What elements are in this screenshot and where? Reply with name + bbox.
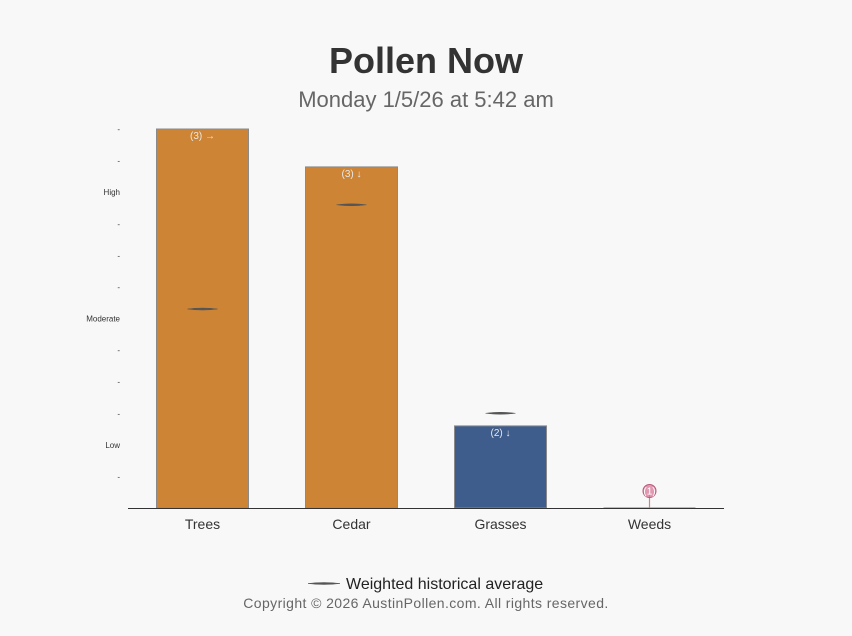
y-tick-label-7: -	[117, 251, 120, 260]
x-label-trees: Trees	[185, 516, 220, 532]
avg-marker-grasses	[485, 412, 516, 415]
copyright-text: Copyright © 2026 AustinPollen.com. All r…	[243, 595, 609, 611]
x-label-weeds: Weeds	[628, 516, 671, 532]
bar-cedar	[305, 166, 398, 509]
y-tick-label-2: -	[117, 409, 120, 418]
legend: Weighted historical average	[307, 576, 543, 593]
chart-subtitle: Monday 1/5/26 at 5:42 am	[298, 87, 554, 112]
y-tick-label-10: -	[117, 157, 120, 166]
historical-average-markers	[187, 203, 516, 415]
avg-marker-trees	[187, 307, 218, 311]
y-tick-label-3: -	[117, 378, 120, 387]
bar-label-cedar: (3) ↓	[342, 169, 362, 180]
chart-title: Pollen Now	[328, 40, 523, 81]
y-tick-label-11: -	[117, 125, 120, 134]
bar-trees	[156, 128, 249, 509]
y-tick-label-6: -	[117, 283, 120, 292]
bar-label-weeds: (1)	[643, 487, 655, 498]
bar-pin-weeds	[642, 484, 657, 498]
avg-marker-cedar	[336, 203, 367, 207]
legend-avg-swatch	[307, 582, 341, 585]
y-tick-label-4: -	[117, 346, 120, 355]
bar-labels-group: (3) → (3) ↓ (2) ↓ (1)	[190, 131, 656, 498]
bars-group	[156, 128, 696, 509]
y-tick-label-5: Moderate	[86, 315, 120, 324]
y-tick-label-8: -	[117, 220, 120, 229]
x-label-grasses: Grasses	[474, 516, 526, 532]
y-axis-ticks: - Low - - - Moderate - - - High - -	[86, 125, 120, 481]
y-tick-label-9: High	[104, 188, 120, 197]
x-label-cedar: Cedar	[332, 516, 370, 532]
y-tick-label-0: -	[117, 472, 120, 481]
y-tick-label-1: Low	[105, 441, 120, 450]
bar-label-trees: (3) →	[190, 131, 215, 142]
x-axis-labels: Trees Cedar Grasses Weeds	[185, 516, 671, 532]
bar-label-grasses: (2) ↓	[491, 428, 511, 439]
legend-label: Weighted historical average	[346, 576, 543, 593]
